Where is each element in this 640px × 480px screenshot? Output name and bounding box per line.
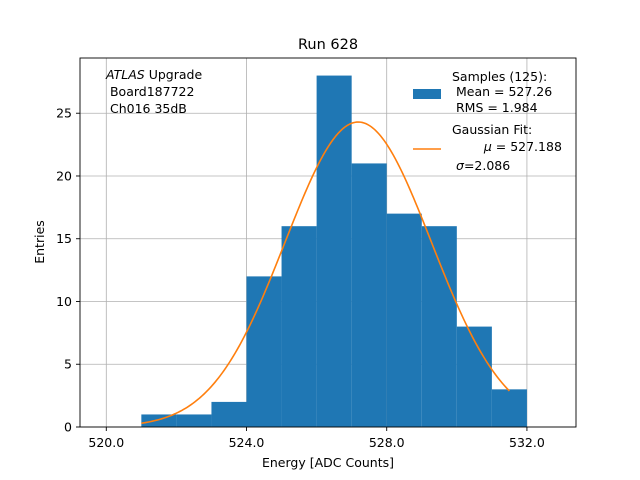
y-axis-ticks: 0 5 10 15 20 25 (56, 106, 80, 435)
y-tick-label-1: 5 (64, 357, 72, 372)
legend-samples-mean: Mean = 527.26 (452, 84, 552, 99)
y-axis-label: Entries (32, 220, 47, 264)
histogram-bars (141, 75, 527, 428)
plot-frame (79, 57, 577, 428)
legend-fit-sigma-value: =2.086 (464, 158, 510, 173)
histogram-bar-7 (386, 213, 422, 427)
svg-text:ATLAS Upgrade: ATLAS Upgrade (105, 67, 202, 82)
y-tick-label-3: 15 (56, 231, 72, 246)
legend: Samples (125): Mean = 527.26 RMS = 1.984… (413, 69, 582, 173)
gaussian-fit (141, 121, 510, 425)
histogram-bar-4 (281, 226, 317, 427)
y-tick-label-4: 20 (56, 168, 72, 183)
y-tick-label-0: 0 (64, 420, 72, 435)
histogram-bar-3 (246, 276, 282, 427)
legend-fit-sigma-symbol: σ (456, 158, 465, 173)
histogram-bar-2 (211, 401, 247, 427)
x-axis-ticks: 520.0 524.0 528.0 532.0 (88, 427, 545, 450)
x-tick-label-1: 524.0 (229, 435, 265, 450)
histogram-bar-9 (456, 326, 492, 427)
x-tick-label-0: 520.0 (88, 435, 124, 450)
histogram-bar-6 (351, 163, 387, 427)
y-tick-label-2: 10 (56, 294, 72, 309)
svg-text:σ=2.086: σ=2.086 (456, 158, 510, 173)
histogram-bar-10 (491, 389, 527, 427)
svg-text:μ = 527.188: μ = 527.188 (456, 139, 582, 154)
histogram-bar-8 (421, 226, 457, 427)
legend-samples-swatch (413, 89, 441, 99)
atlas-annotation: ATLAS Upgrade Board187722 Ch016 35dB (105, 67, 202, 116)
x-tick-label-2: 528.0 (369, 435, 405, 450)
x-axis-label: Energy [ADC Counts] (262, 455, 394, 470)
legend-samples-title: Samples (125): (452, 69, 547, 84)
annotation-board: Board187722 (106, 84, 194, 99)
annotation-upgrade: Upgrade (145, 67, 203, 82)
legend-samples-rms: RMS = 1.984 (452, 100, 538, 115)
histogram-bar-5 (316, 75, 352, 428)
histogram-bar-0 (141, 414, 177, 427)
x-tick-label-3: 532.0 (509, 435, 545, 450)
chart-title: Run 628 (298, 37, 358, 53)
annotation-atlas: ATLAS (105, 67, 145, 82)
legend-fit-title: Gaussian Fit: (452, 122, 532, 137)
y-tick-label-5: 25 (56, 106, 72, 121)
legend-fit-mu-symbol: μ (483, 139, 492, 154)
annotation-channel: Ch016 35dB (106, 101, 187, 116)
gaussian-fit-curve (141, 121, 510, 425)
legend-fit-mu-value: = 527.188 (492, 139, 562, 154)
histogram-bar-1 (176, 414, 212, 427)
